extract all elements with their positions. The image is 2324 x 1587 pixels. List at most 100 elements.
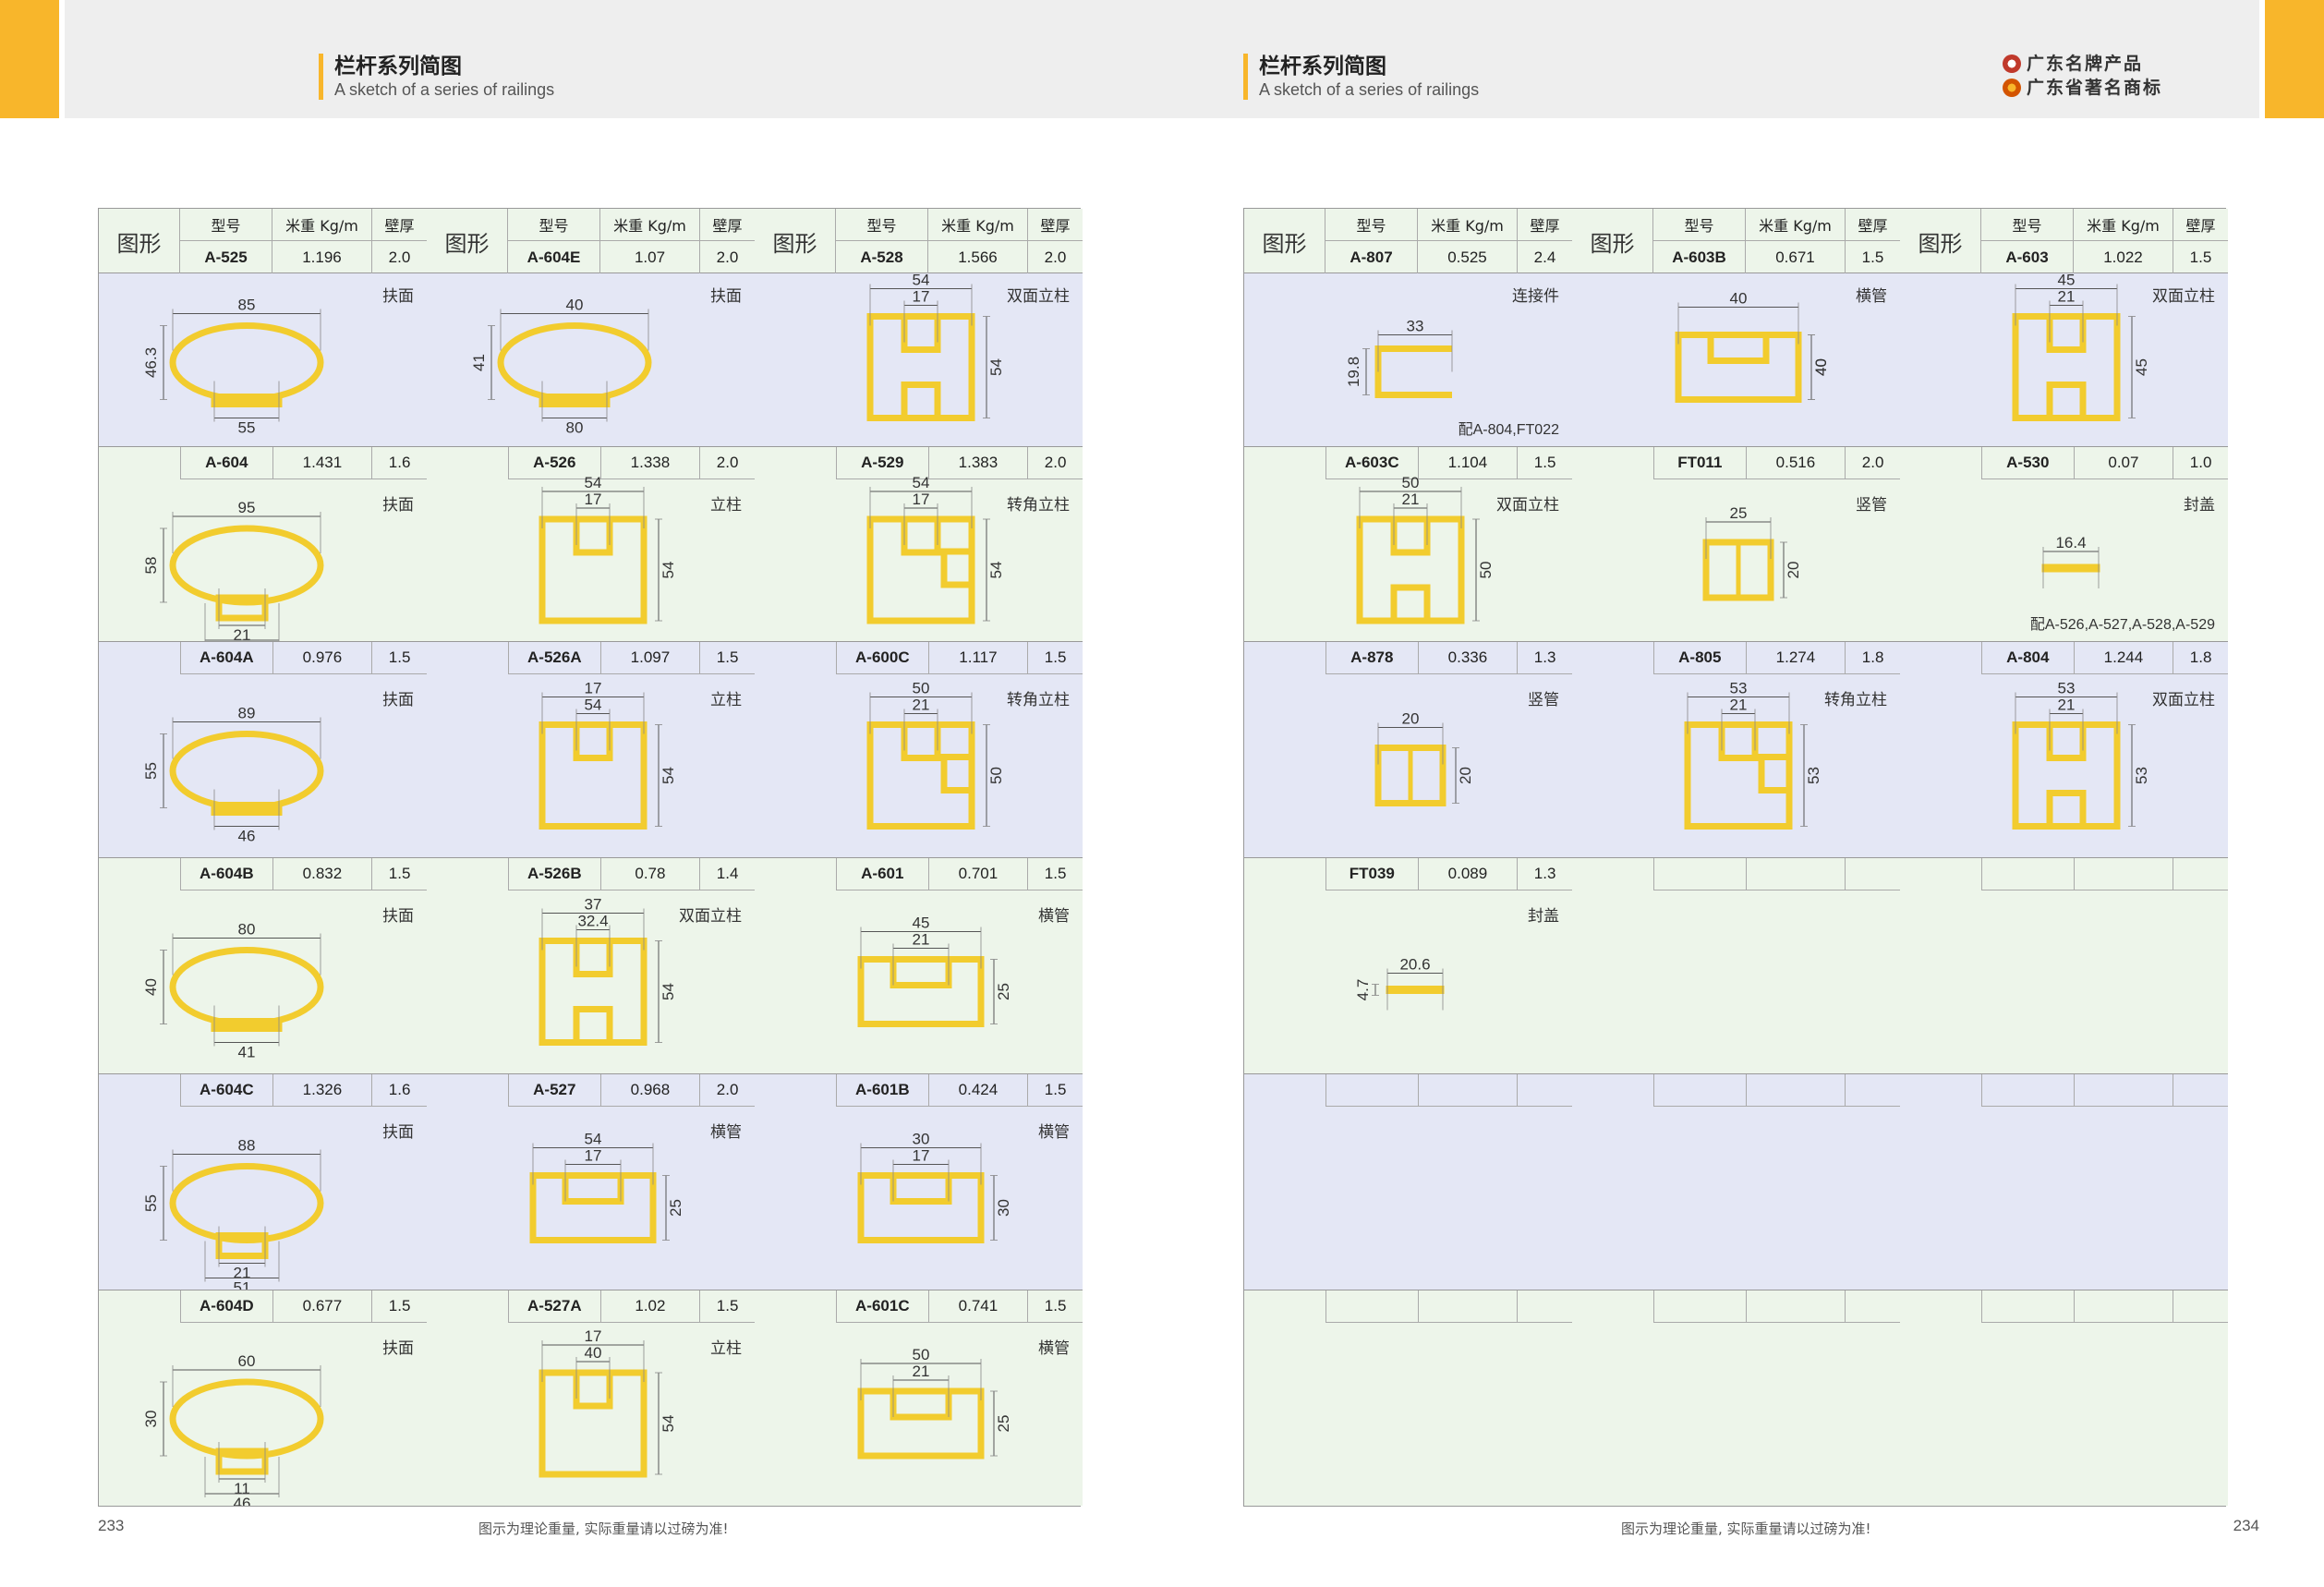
profile-type-label: 立柱 bbox=[710, 691, 742, 709]
profile-column: 图形 型号 米重 Kg/m 壁厚 A-807 0.525 2.4 连接件 配A-8… bbox=[1244, 209, 1572, 1506]
column-header: 图形 型号 米重 Kg/m 壁厚 A-604E 1.07 2.0 bbox=[427, 209, 755, 273]
profile-cell: A-530 0.07 1.0 封盖 配A-526,A-527,A-528,A-529 16… bbox=[1900, 447, 2228, 642]
dimension-label: 60 bbox=[238, 1352, 256, 1370]
weight-value: 0.968 bbox=[601, 1074, 701, 1106]
model-value bbox=[1982, 858, 2075, 890]
thickness-value: 1.5 bbox=[1533, 454, 1556, 471]
weight-value bbox=[2075, 1074, 2174, 1106]
header-labels: 型号 米重 Kg/m 壁厚 bbox=[1653, 209, 1900, 241]
dimension-label: 54 bbox=[585, 474, 602, 491]
dimension-label: 54 bbox=[585, 697, 602, 714]
profile-column: 图形 型号 米重 Kg/m 壁厚 A-525 1.196 2.0 扶面 85 46.… bbox=[99, 209, 427, 1506]
post-slot bbox=[901, 721, 941, 761]
profile-type-label: 扶面 bbox=[382, 1123, 414, 1142]
profile-cell: A-604B 0.832 1.5 扶面 80 40 41 bbox=[99, 858, 427, 1074]
model-value: A-526 bbox=[509, 447, 601, 479]
dimension-label: 46 bbox=[234, 1495, 251, 1506]
dimension-label: 20 bbox=[1402, 710, 1420, 728]
dimension-label: 54 bbox=[660, 983, 677, 1000]
header-values: A-528 1.566 2.0 bbox=[836, 241, 1083, 273]
title-en: A sketch of a series of railings bbox=[334, 80, 555, 99]
spec-row bbox=[1325, 1290, 1572, 1323]
weight-value bbox=[2075, 1290, 2174, 1322]
thickness-value: 2.0 bbox=[716, 1081, 739, 1098]
dimension-label: 17 bbox=[585, 680, 602, 697]
thickness-header: 壁厚 bbox=[1858, 217, 1888, 235]
profile-drawing: 80 40 41 bbox=[142, 921, 324, 1061]
post-slot bbox=[901, 313, 941, 353]
side-tab bbox=[2265, 0, 2324, 118]
handrail-profile bbox=[169, 731, 324, 811]
dimension-label: 45 bbox=[2058, 273, 2076, 289]
dimension-label: 54 bbox=[987, 562, 1005, 579]
dimension-label: 17 bbox=[585, 491, 602, 508]
post-slot bbox=[573, 938, 613, 977]
dimension-label: 55 bbox=[142, 762, 160, 780]
dimension-label: 58 bbox=[142, 557, 160, 575]
dimension-label: 54 bbox=[660, 767, 677, 784]
spec-row: A-604A 0.976 1.5 bbox=[180, 642, 427, 674]
thickness-value: 1.5 bbox=[1861, 248, 1884, 266]
profile-drawing bbox=[1900, 1074, 2228, 1290]
weight-value: 1.338 bbox=[601, 447, 701, 479]
spec-row: A-604C 1.326 1.6 bbox=[180, 1074, 427, 1107]
thickness-header: 壁厚 bbox=[2185, 217, 2216, 235]
tube-slot bbox=[890, 1387, 952, 1421]
thickness-value: 1.8 bbox=[2189, 648, 2212, 666]
dimension-label: 25 bbox=[995, 983, 1012, 1000]
tube-slot bbox=[890, 956, 952, 988]
page-header: 栏杆系列简图 A sketch of a series of railings bbox=[65, 0, 1162, 118]
weight-value: 0.525 bbox=[1418, 241, 1518, 273]
model-value: A-601 bbox=[837, 858, 929, 890]
profile-cell bbox=[1244, 1290, 1572, 1506]
dimension-label: 30 bbox=[995, 1199, 1012, 1217]
weight-value: 1.097 bbox=[601, 642, 701, 673]
post-profile bbox=[539, 515, 648, 624]
dimension-label: 17 bbox=[585, 1327, 602, 1345]
figure-label: 图形 bbox=[1900, 209, 1981, 273]
model-header: 型号 bbox=[1981, 209, 2074, 240]
post-slot-side bbox=[1758, 754, 1793, 794]
header-labels: 型号 米重 Kg/m 壁厚 bbox=[1325, 209, 1572, 241]
handrail-profile bbox=[169, 1378, 324, 1460]
profile-cell: A-601 0.701 1.5 横管 45 21 25 bbox=[755, 858, 1083, 1074]
dimension-label: 80 bbox=[238, 921, 256, 939]
dimension-label: 17 bbox=[585, 1147, 602, 1165]
profile-cell: A-527 0.968 2.0 横管 54 17 25 bbox=[427, 1074, 755, 1290]
weight-value: 0.78 bbox=[601, 858, 701, 890]
dimension-label: 19.8 bbox=[1345, 357, 1362, 387]
dimension-label: 55 bbox=[238, 419, 256, 437]
profile-type-label: 转角立柱 bbox=[1007, 496, 1070, 515]
header-values: A-603 1.022 1.5 bbox=[1981, 241, 2228, 273]
spec-row: A-601C 0.741 1.5 bbox=[836, 1290, 1083, 1323]
profile-cell: FT011 0.516 2.0 竖管 25 20 bbox=[1572, 447, 1900, 642]
spec-row: A-529 1.383 2.0 bbox=[836, 447, 1083, 479]
page-number: 233 bbox=[98, 1517, 125, 1534]
post-slot bbox=[573, 515, 613, 556]
spec-row: A-804 1.244 1.8 bbox=[1981, 642, 2228, 674]
thickness-value: 1.5 bbox=[2189, 248, 2212, 266]
header-values: A-807 0.525 2.4 bbox=[1325, 241, 1572, 273]
model-value: A-604A bbox=[181, 642, 273, 673]
post-profile bbox=[866, 721, 975, 830]
profile-drawing: 89 55 46 bbox=[142, 705, 324, 845]
weight-value: 1.02 bbox=[601, 1290, 701, 1322]
thickness-value: 2.0 bbox=[388, 248, 411, 266]
model-value: A-530 bbox=[1982, 447, 2075, 479]
dimension-label: 32.4 bbox=[577, 913, 608, 930]
dimension-label: 54 bbox=[660, 562, 677, 579]
spec-row: A-604B 0.832 1.5 bbox=[180, 858, 427, 890]
profile-drawing: 16.4 bbox=[2041, 534, 2100, 588]
post-slot-bottom bbox=[901, 382, 941, 421]
model-value: A-604 bbox=[181, 447, 273, 479]
page-number: 234 bbox=[2233, 1517, 2259, 1534]
profile-drawing bbox=[1244, 1290, 1572, 1506]
thickness-header: 壁厚 bbox=[1040, 217, 1071, 235]
thickness-header: 壁厚 bbox=[712, 217, 743, 235]
